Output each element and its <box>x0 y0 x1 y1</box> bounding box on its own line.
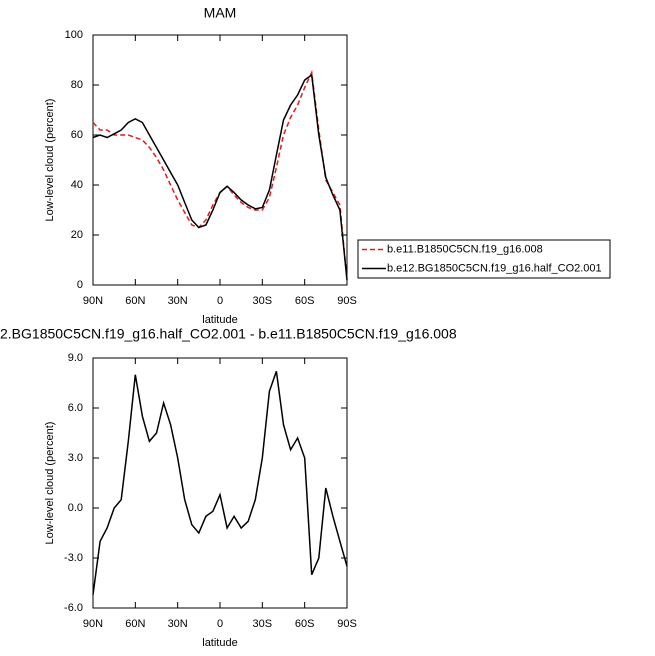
plot-frame <box>92 357 348 609</box>
x-tick-label: 90S <box>337 295 357 307</box>
data-line <box>92 371 348 595</box>
y-tick-label: 0.0 <box>68 502 83 514</box>
y-tick-label: 9.0 <box>68 352 83 364</box>
y-tick-label: 3.0 <box>68 452 83 464</box>
y-tick-label: -6.0 <box>64 602 83 614</box>
y-tick-label: 60 <box>71 129 83 141</box>
y-tick-label: 0 <box>77 279 83 291</box>
y-tick-label: 20 <box>71 229 83 241</box>
data-line <box>92 69 348 281</box>
x-tick-label: 0 <box>217 618 223 630</box>
y-axis-label: Low-level cloud (percent) <box>44 422 56 545</box>
legend-label: b.e11.B1850C5CN.f19_g16.008 <box>387 243 543 255</box>
x-tick-label: 0 <box>217 295 223 307</box>
y-axis-label: Low-level cloud (percent) <box>44 99 56 222</box>
x-tick-label: 60N <box>125 295 145 307</box>
x-tick-label: 60S <box>295 295 315 307</box>
x-axis-label: latitude <box>202 637 237 649</box>
x-tick-label: 30S <box>253 295 273 307</box>
y-tick-label: 100 <box>65 29 83 41</box>
y-tick-label: 80 <box>71 79 83 91</box>
x-tick-label: 60S <box>295 618 315 630</box>
x-tick-label: 30N <box>168 295 188 307</box>
x-tick-label: 60N <box>125 618 145 630</box>
x-axis-label: latitude <box>202 314 237 326</box>
legend-label: b.e12.BG1850C5CN.f19_g16.half_CO2.001 <box>387 262 602 274</box>
y-tick-label: -3.0 <box>64 552 83 564</box>
y-tick-label: 6.0 <box>68 402 83 414</box>
y-tick-label: 40 <box>71 179 83 191</box>
x-tick-label: 90S <box>337 618 357 630</box>
x-tick-label: 90N <box>83 295 103 307</box>
x-tick-label: 30N <box>168 618 188 630</box>
legend-box <box>357 239 611 279</box>
x-tick-label: 90N <box>83 618 103 630</box>
plot-frame <box>92 34 348 286</box>
x-tick-label: 30S <box>253 618 273 630</box>
chart-title: 2.BG1850C5CN.f19_g16.half_CO2.001 - b.e1… <box>0 326 457 342</box>
data-line <box>92 73 348 281</box>
chart-title: MAM <box>204 5 237 21</box>
